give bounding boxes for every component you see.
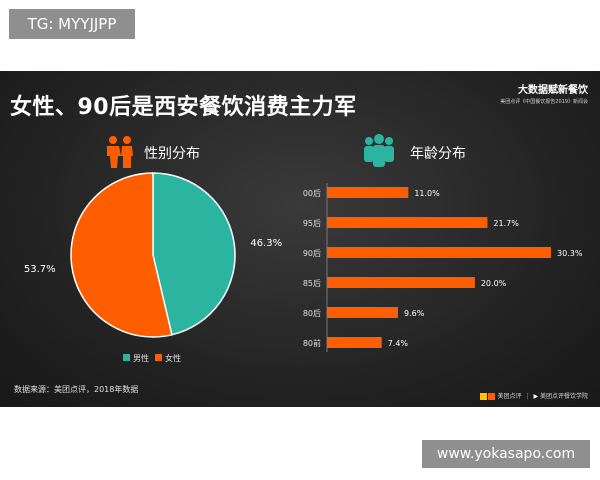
meituan-logo-icon — [479, 393, 487, 400]
watermark-bottom: www.yokasapo.com — [422, 440, 590, 468]
slide-title: 女性、90后是西安餐饮消费主力军 — [10, 95, 357, 120]
legend-male-label: 男性 — [133, 353, 149, 363]
bar-value-label: 21.7% — [493, 219, 519, 228]
bar-category-label: 00后 — [303, 188, 321, 198]
legend-female-label: 女性 — [165, 353, 181, 363]
age-bar — [327, 187, 409, 198]
age-bar-chart: 00后 11.0% 95后 21.7% 90后 30.3% 85后 20.0% 80后 9.6% 8… — [303, 183, 583, 352]
bar-value-label: 9.6% — [404, 309, 425, 318]
meituan-logo-text: 美团点评 — [497, 393, 522, 400]
bar-value-label: 11.0% — [414, 189, 440, 198]
gender-section-title: 性别分布 — [144, 146, 200, 162]
legend-female-swatch — [155, 354, 162, 361]
bar-category-label: 80后 — [303, 308, 321, 318]
age-section-title: 年龄分布 — [410, 146, 466, 162]
pie-slice-male — [152, 172, 236, 336]
bar-category-label: 80前 — [303, 338, 321, 348]
pie-slice-female — [70, 172, 173, 338]
brand-block: 大数据赋新餐饮 美团点评《中国餐饮报告2019》新闻会 — [500, 81, 588, 105]
male-female-couple-icon — [107, 136, 133, 168]
bar-category-label: 95后 — [303, 218, 321, 228]
bar-category-label: 85后 — [303, 278, 321, 288]
gender-pie-chart: 46.3% 53.7% 男性 女性 — [24, 172, 282, 363]
bar-value-label: 30.3% — [557, 249, 583, 258]
academy-logo-text: 美团点评餐饮学院 — [539, 393, 588, 400]
age-bar — [327, 277, 475, 288]
group-people-icon — [364, 134, 394, 167]
watermark-top: TG: MYYJJPP — [9, 9, 135, 39]
data-source-note: 数据来源：美团点评，2018年数据 — [14, 385, 139, 394]
dianping-logo-icon — [487, 393, 495, 400]
age-bar — [327, 307, 398, 318]
bar-category-label: 90后 — [303, 248, 321, 258]
pie-label-male: 46.3% — [250, 238, 282, 249]
logo-strip: 美团点评 | ▶ 美团点评餐饮学院 — [479, 391, 588, 400]
infographic-slide: 女性、90后是西安餐饮消费主力军 大数据赋新餐饮 美团点评《中国餐饮报告2019… — [0, 71, 600, 407]
academy-logo-icon: ▶ — [533, 393, 539, 400]
age-bar — [327, 337, 382, 348]
bar-value-label: 7.4% — [388, 339, 409, 348]
age-bar — [327, 247, 551, 258]
brand-subtitle: 美团点评《中国餐饮报告2019》新闻会 — [500, 99, 588, 105]
brand-title: 大数据赋新餐饮 — [518, 85, 588, 96]
bar-value-label: 20.0% — [481, 279, 507, 288]
pie-label-female: 53.7% — [24, 264, 56, 275]
legend-male-swatch — [123, 354, 130, 361]
age-bar — [327, 217, 488, 228]
logo-divider: | — [526, 393, 529, 400]
